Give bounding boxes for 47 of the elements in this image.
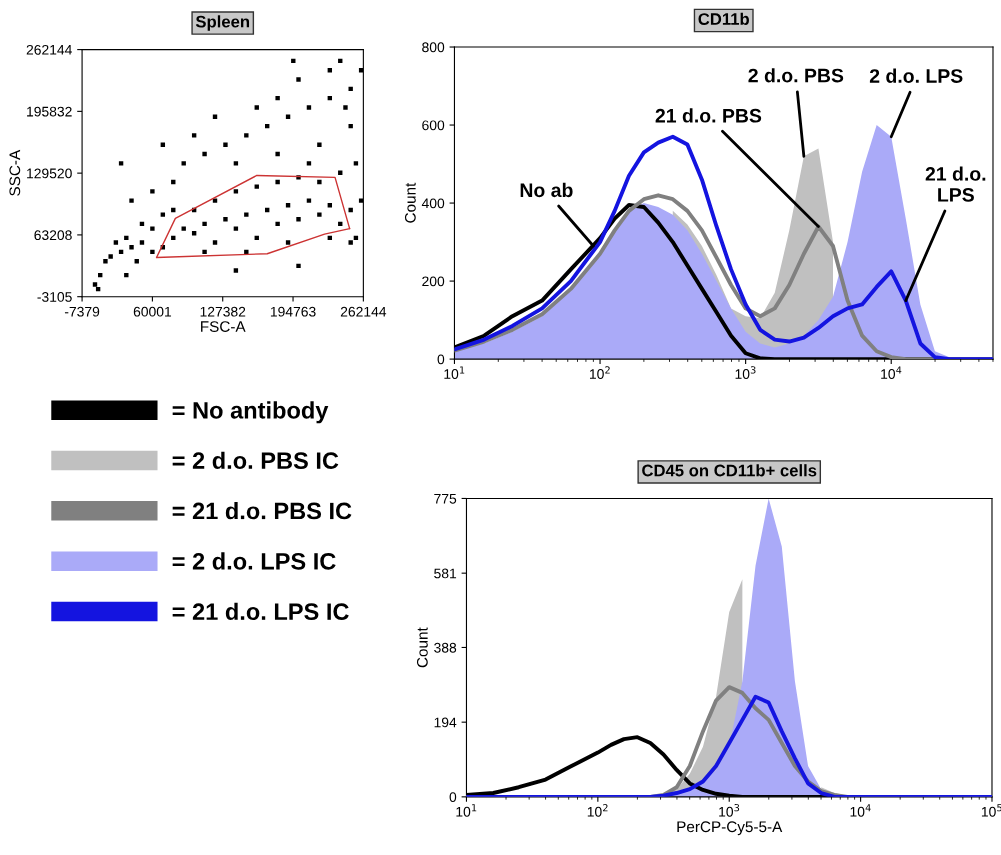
legend-label: = 21 d.o. PBS IC xyxy=(172,502,352,520)
x-tick-label: 60001 xyxy=(133,306,172,317)
y-tick-label: 195832 xyxy=(27,106,72,117)
y-tick-label: 388 xyxy=(434,642,457,653)
annotation: 21 d.o. PBS xyxy=(655,108,762,123)
x-tick-label: -7379 xyxy=(64,306,100,317)
x-tick-label: 10$^{4}$ xyxy=(850,804,871,817)
x-tick-label: 127382 xyxy=(200,306,246,317)
x-tick-label: 10$^{3}$ xyxy=(719,804,740,817)
x-axis-title: PerCP-Cy5-5-A xyxy=(677,821,783,836)
x-tick-label: 10$^{4}$ xyxy=(881,366,902,379)
y-tick-label: 800 xyxy=(422,42,445,53)
y-tick-label: 600 xyxy=(422,120,445,131)
x-tick-label: 10$^{2}$ xyxy=(587,804,608,817)
y-tick-label: 63208 xyxy=(34,230,72,241)
y-tick-label: 194 xyxy=(434,717,457,728)
y-tick-label: 0 xyxy=(449,792,457,803)
x-tick-label: 10$^{1}$ xyxy=(444,366,465,379)
chart-title: CD45 on CD11b+ cells xyxy=(642,464,817,477)
x-tick-label: 10$^{5}$ xyxy=(981,804,1001,817)
annotation: 21 d.o. LPS xyxy=(925,166,986,202)
x-axis-title: FSC-A xyxy=(201,321,246,332)
x-tick-label: 194763 xyxy=(270,306,316,317)
y-tick-label: 775 xyxy=(434,493,457,504)
y-tick-label: -3105 xyxy=(37,292,72,302)
annotation: 2 d.o. LPS xyxy=(869,68,963,83)
legend-label: = 21 d.o. LPS IC xyxy=(172,602,349,621)
x-tick-label: 10$^{1}$ xyxy=(456,804,477,817)
y-axis-title: Count xyxy=(404,182,416,223)
chart-title: CD11b xyxy=(698,12,749,25)
legend-label: = No antibody xyxy=(172,401,329,424)
annotation: No ab xyxy=(520,182,573,198)
x-tick-label: 10$^{3}$ xyxy=(735,366,756,379)
annotation: 2 d.o. PBS xyxy=(748,68,844,83)
legend-label: = 2 d.o. LPS IC xyxy=(172,552,336,570)
y-axis-title: Count xyxy=(416,627,428,668)
y-tick-label: 129520 xyxy=(27,168,72,179)
y-tick-label: 0 xyxy=(437,354,445,365)
legend-label: = 2 d.o. PBS IC xyxy=(172,451,339,469)
chart-title: Spleen xyxy=(195,15,250,31)
x-tick-label: 10$^{2}$ xyxy=(589,366,610,379)
x-tick-label: 262144 xyxy=(340,306,387,317)
y-tick-label: 400 xyxy=(421,198,445,209)
y-tick-label: 262144 xyxy=(26,44,72,55)
y-tick-label: 200 xyxy=(422,276,445,287)
y-tick-label: 581 xyxy=(434,568,457,579)
y-axis-title: SSC-A xyxy=(9,149,21,196)
